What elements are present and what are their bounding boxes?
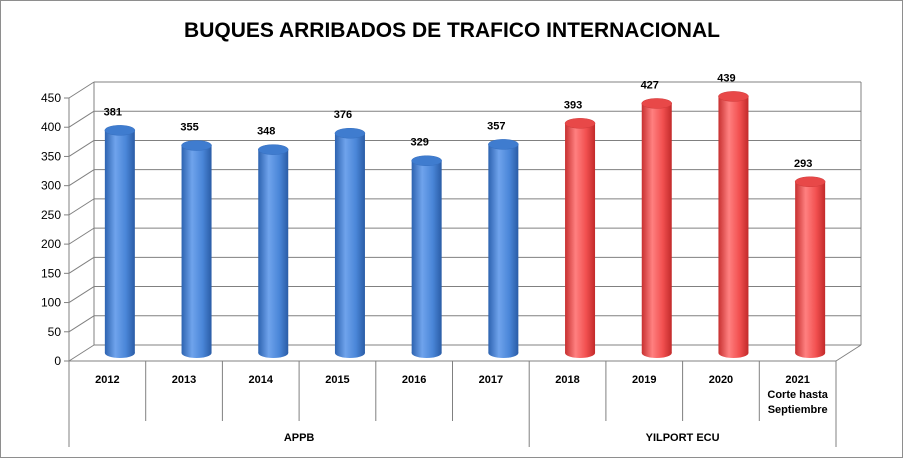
category-label: 2017 <box>479 374 503 386</box>
y-tick-label: 300 <box>41 179 61 193</box>
bar-base <box>334 348 365 358</box>
data-label: 329 <box>410 137 428 149</box>
bar-top <box>718 91 749 102</box>
bar-base <box>795 348 826 358</box>
bar-body <box>181 145 212 353</box>
bar <box>641 98 672 358</box>
y-tick-label: 150 <box>41 266 61 280</box>
group-label: YILPORT ECU <box>646 432 720 444</box>
gridline-diagonal <box>68 227 95 245</box>
gridline-diagonal <box>68 110 95 128</box>
gridline-diagonal <box>68 198 95 216</box>
gridline-diagonal <box>68 344 95 362</box>
y-tick-label: 400 <box>41 120 61 134</box>
bar <box>181 140 212 358</box>
bar-base <box>641 348 672 358</box>
category-label: Corte hasta <box>767 389 828 401</box>
data-label: 427 <box>641 79 659 91</box>
y-tick-label: 100 <box>41 296 61 310</box>
bar <box>794 176 826 358</box>
data-label: 357 <box>487 120 505 132</box>
bar-top <box>258 144 289 155</box>
bar-body <box>718 96 749 353</box>
data-label: 348 <box>257 126 275 138</box>
bar-body <box>334 133 365 353</box>
bar <box>411 155 442 358</box>
bar-base <box>104 348 135 358</box>
y-tick-label: 350 <box>41 149 61 163</box>
category-label: 2013 <box>172 374 196 386</box>
y-tick-label: 0 <box>54 354 61 368</box>
category-label: 2021 <box>785 374 809 386</box>
gridline-diagonal <box>68 140 95 157</box>
y-tick-label: 200 <box>41 237 61 251</box>
bar-body <box>258 149 289 353</box>
bar-top <box>564 118 596 129</box>
data-label: 355 <box>180 122 198 134</box>
gridline-diagonal <box>68 286 95 303</box>
category-label: 2015 <box>325 374 349 386</box>
category-label: 2019 <box>632 374 656 386</box>
bar <box>718 91 749 358</box>
bar-base <box>258 348 289 358</box>
gridline-diagonal <box>68 169 95 187</box>
category-label: 2016 <box>402 374 426 386</box>
category-label: 2018 <box>555 374 579 386</box>
group-label: APPB <box>284 432 315 444</box>
y-tick-label: 250 <box>41 208 61 222</box>
category-label: 2020 <box>709 374 733 386</box>
category-axis: 2012 2013 2014 2015 2016 2017 2018 2019 2020 2021… <box>68 361 837 447</box>
bar-top <box>334 127 366 139</box>
bar-base <box>718 348 749 358</box>
bar-body <box>565 123 596 354</box>
bar-body <box>411 160 442 353</box>
y-axis: 0 50 100 150 200 250 300 350 400 450 <box>41 91 70 368</box>
bar <box>488 139 519 358</box>
bar-base <box>181 348 212 358</box>
category-label: Septiembre <box>768 404 828 416</box>
bar <box>104 125 136 358</box>
gridline-diagonal <box>68 81 95 99</box>
y-tick-label: 450 <box>41 91 61 105</box>
category-label: 2012 <box>95 374 119 386</box>
y-tick-label: 50 <box>48 325 62 339</box>
category-label: 2014 <box>249 374 274 386</box>
data-label: 439 <box>717 72 735 84</box>
bar-top <box>488 139 519 150</box>
bar-top <box>104 125 136 136</box>
data-label: 376 <box>334 109 352 121</box>
bar <box>258 144 289 358</box>
data-label: 293 <box>794 158 812 170</box>
bar-body <box>488 144 519 353</box>
data-label: 381 <box>104 106 122 118</box>
bar-base <box>411 348 442 358</box>
bar-body <box>795 181 826 353</box>
bar-top <box>411 155 442 166</box>
bar-top <box>641 98 672 109</box>
bar-top <box>181 140 212 151</box>
chart-title: BUQUES ARRIBADOS DE TRAFICO INTERNACIONA… <box>184 19 720 42</box>
gridline-diagonal <box>68 256 95 274</box>
data-label: 393 <box>564 99 582 111</box>
bars: 381 355 348 376 329 357 393 427 439 293 <box>104 72 826 358</box>
bar <box>334 127 366 358</box>
bar-base <box>565 348 596 358</box>
bar-base <box>488 348 519 358</box>
bar-body <box>104 130 135 353</box>
gridline-diagonal <box>68 315 95 333</box>
bar-top <box>794 176 826 188</box>
bar-body <box>641 103 672 353</box>
bar <box>564 118 596 358</box>
